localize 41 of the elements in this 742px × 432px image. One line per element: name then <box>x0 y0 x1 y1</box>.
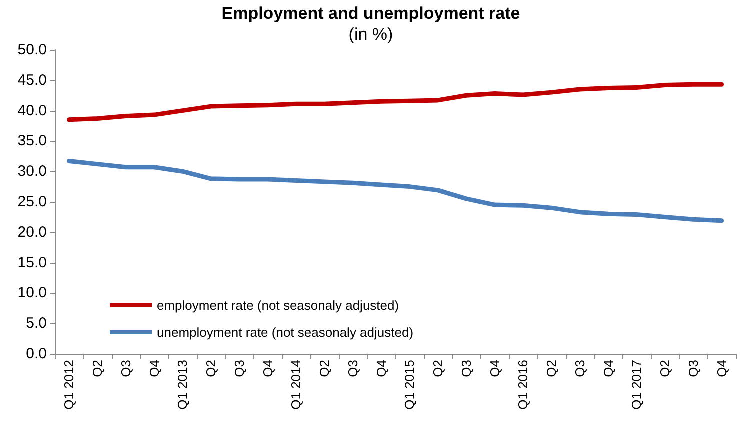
x-tick-label: Q3 <box>572 360 588 378</box>
x-tick-label: Q3 <box>118 360 134 378</box>
x-tick-label: Q2 <box>90 360 106 378</box>
x-tick-label: Q1 2015 <box>402 360 418 410</box>
y-tick-label: 35.0 <box>18 132 47 150</box>
y-tick-label: 15.0 <box>18 254 47 272</box>
x-tick-label: Q3 <box>232 360 247 378</box>
x-tick-label: Q2 <box>317 360 332 378</box>
x-tick-label: Q1 2014 <box>288 360 304 410</box>
x-tick-label: Q4 <box>714 360 730 378</box>
line-series <box>66 82 724 122</box>
y-tick-label: 20.0 <box>18 224 47 241</box>
y-tick-label: 0.0 <box>26 346 47 362</box>
y-tick-label: 40.0 <box>18 102 47 120</box>
x-tick-label: Q4 <box>146 360 162 378</box>
y-tick-label: 30.0 <box>18 163 47 180</box>
y-tick-label: 25.0 <box>18 194 47 210</box>
x-tick-label: Q2 <box>658 360 673 378</box>
chart-title: Employment and unemployment rate <box>222 4 520 23</box>
x-tick-label: Q4 <box>374 360 389 378</box>
legend-label: unemployment rate (not seasonaly adjusted) <box>157 325 414 340</box>
x-tick-label: Q4 <box>260 360 276 378</box>
y-tick-label: 50.0 <box>18 42 47 58</box>
x-tick-label: Q1 2013 <box>175 360 190 410</box>
x-tick-label: Q1 2012 <box>62 360 77 410</box>
legend-label: employment rate (not seasonaly adjusted) <box>157 298 400 313</box>
x-tick-label: Q2 <box>430 360 446 378</box>
x-tick-label: Q2 <box>544 360 560 378</box>
x-tick-label: Q1 2016 <box>516 360 531 410</box>
x-tick-label: Q3 <box>345 360 360 378</box>
x-tick-label: Q3 <box>458 360 474 378</box>
x-tick-label: Q3 <box>686 360 701 378</box>
line-series <box>66 159 724 224</box>
y-tick-label: 10.0 <box>18 284 47 302</box>
y-tick-label: 45.0 <box>18 72 47 89</box>
x-tick-label: Q1 2017 <box>629 360 644 410</box>
x-tick-label: Q4 <box>600 360 616 378</box>
y-tick-label: 5.0 <box>26 315 47 332</box>
x-tick-label: Q2 <box>204 360 219 378</box>
chart-subtitle: (in %) <box>348 25 394 44</box>
x-tick-label: Q4 <box>487 360 502 378</box>
